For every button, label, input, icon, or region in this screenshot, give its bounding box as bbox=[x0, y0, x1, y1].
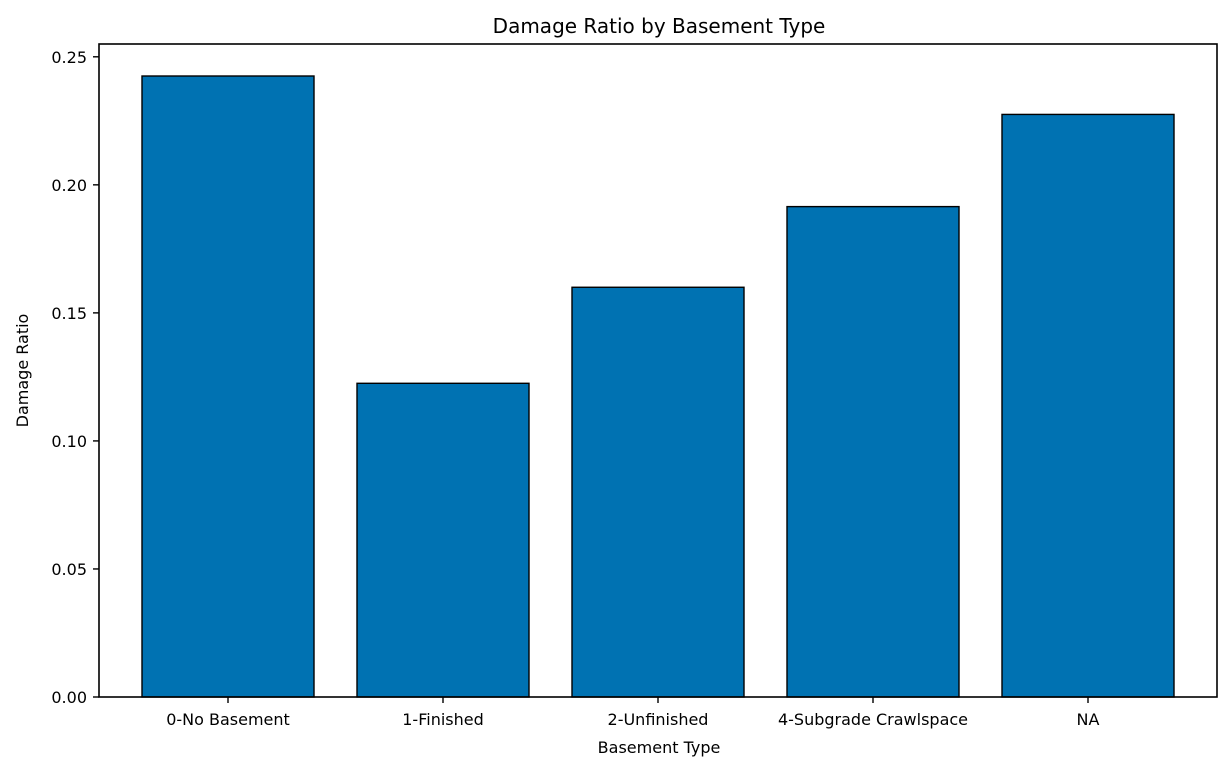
x-tick-label: 1-Finished bbox=[402, 710, 484, 729]
x-axis-label: Basement Type bbox=[598, 738, 721, 757]
bar bbox=[142, 76, 314, 697]
bar bbox=[787, 207, 959, 697]
bar bbox=[572, 287, 744, 697]
y-tick-label: 0.25 bbox=[51, 48, 87, 67]
x-axis: 0-No Basement 1-Finished 2-Unfinished 4-Sub… bbox=[166, 697, 1099, 729]
x-tick-label: 2-Unfinished bbox=[608, 710, 709, 729]
y-tick-label: 0.10 bbox=[51, 432, 87, 451]
bar bbox=[1002, 114, 1174, 697]
y-tick-label: 0.00 bbox=[51, 688, 87, 707]
y-tick-label: 0.15 bbox=[51, 304, 87, 323]
bar bbox=[357, 383, 529, 697]
x-tick-label: 0-No Basement bbox=[166, 710, 290, 729]
x-tick-label: NA bbox=[1077, 710, 1100, 729]
bars-layer bbox=[142, 76, 1174, 697]
y-axis: 0.00 0.05 0.10 0.15 0.20 0.25 bbox=[51, 48, 99, 707]
x-tick-label: 4-Subgrade Crawlspace bbox=[778, 710, 968, 729]
chart-title: Damage Ratio by Basement Type bbox=[493, 14, 826, 38]
y-tick-label: 0.20 bbox=[51, 176, 87, 195]
y-tick-label: 0.05 bbox=[51, 560, 87, 579]
y-axis-label: Damage Ratio bbox=[13, 314, 32, 428]
